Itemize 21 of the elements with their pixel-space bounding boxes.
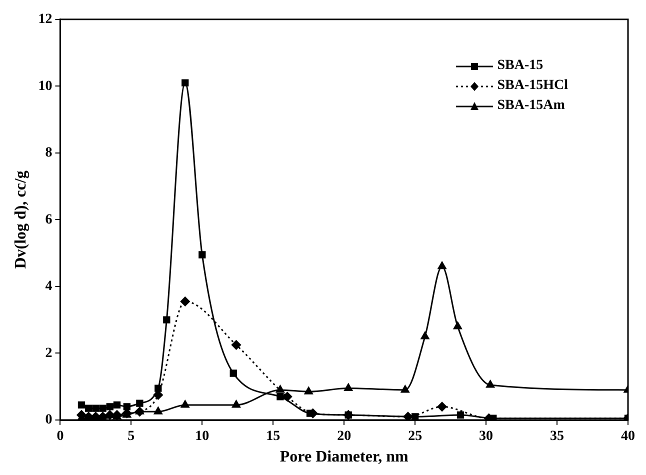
y-tick-label: 0 (45, 412, 52, 428)
x-tick-label: 40 (621, 429, 635, 444)
x-axis-title: Pore Diameter, nm (280, 448, 409, 466)
y-axis-title: Dv(log d), cc/g (12, 170, 30, 269)
legend-label: SBA-15HCl (497, 78, 568, 94)
legend-label: SBA-15Am (497, 98, 565, 114)
x-tick-label: 5 (128, 429, 135, 444)
legend-label: SBA-15 (497, 58, 544, 74)
x-tick-label: 25 (408, 429, 422, 444)
y-tick-label: 6 (45, 212, 52, 228)
x-tick-label: 20 (337, 429, 352, 444)
x-tick-label: 35 (550, 429, 564, 444)
y-tick-label: 10 (38, 78, 52, 94)
y-tick-label: 12 (38, 12, 52, 28)
y-tick-label: 2 (45, 346, 52, 361)
x-tick-label: 0 (56, 429, 64, 444)
y-tick-label: 8 (45, 146, 52, 161)
x-tick-label: 30 (479, 429, 494, 444)
y-tick-label: 4 (45, 279, 52, 294)
x-tick-label: 15 (266, 429, 280, 444)
x-tick-label: 10 (195, 429, 210, 444)
